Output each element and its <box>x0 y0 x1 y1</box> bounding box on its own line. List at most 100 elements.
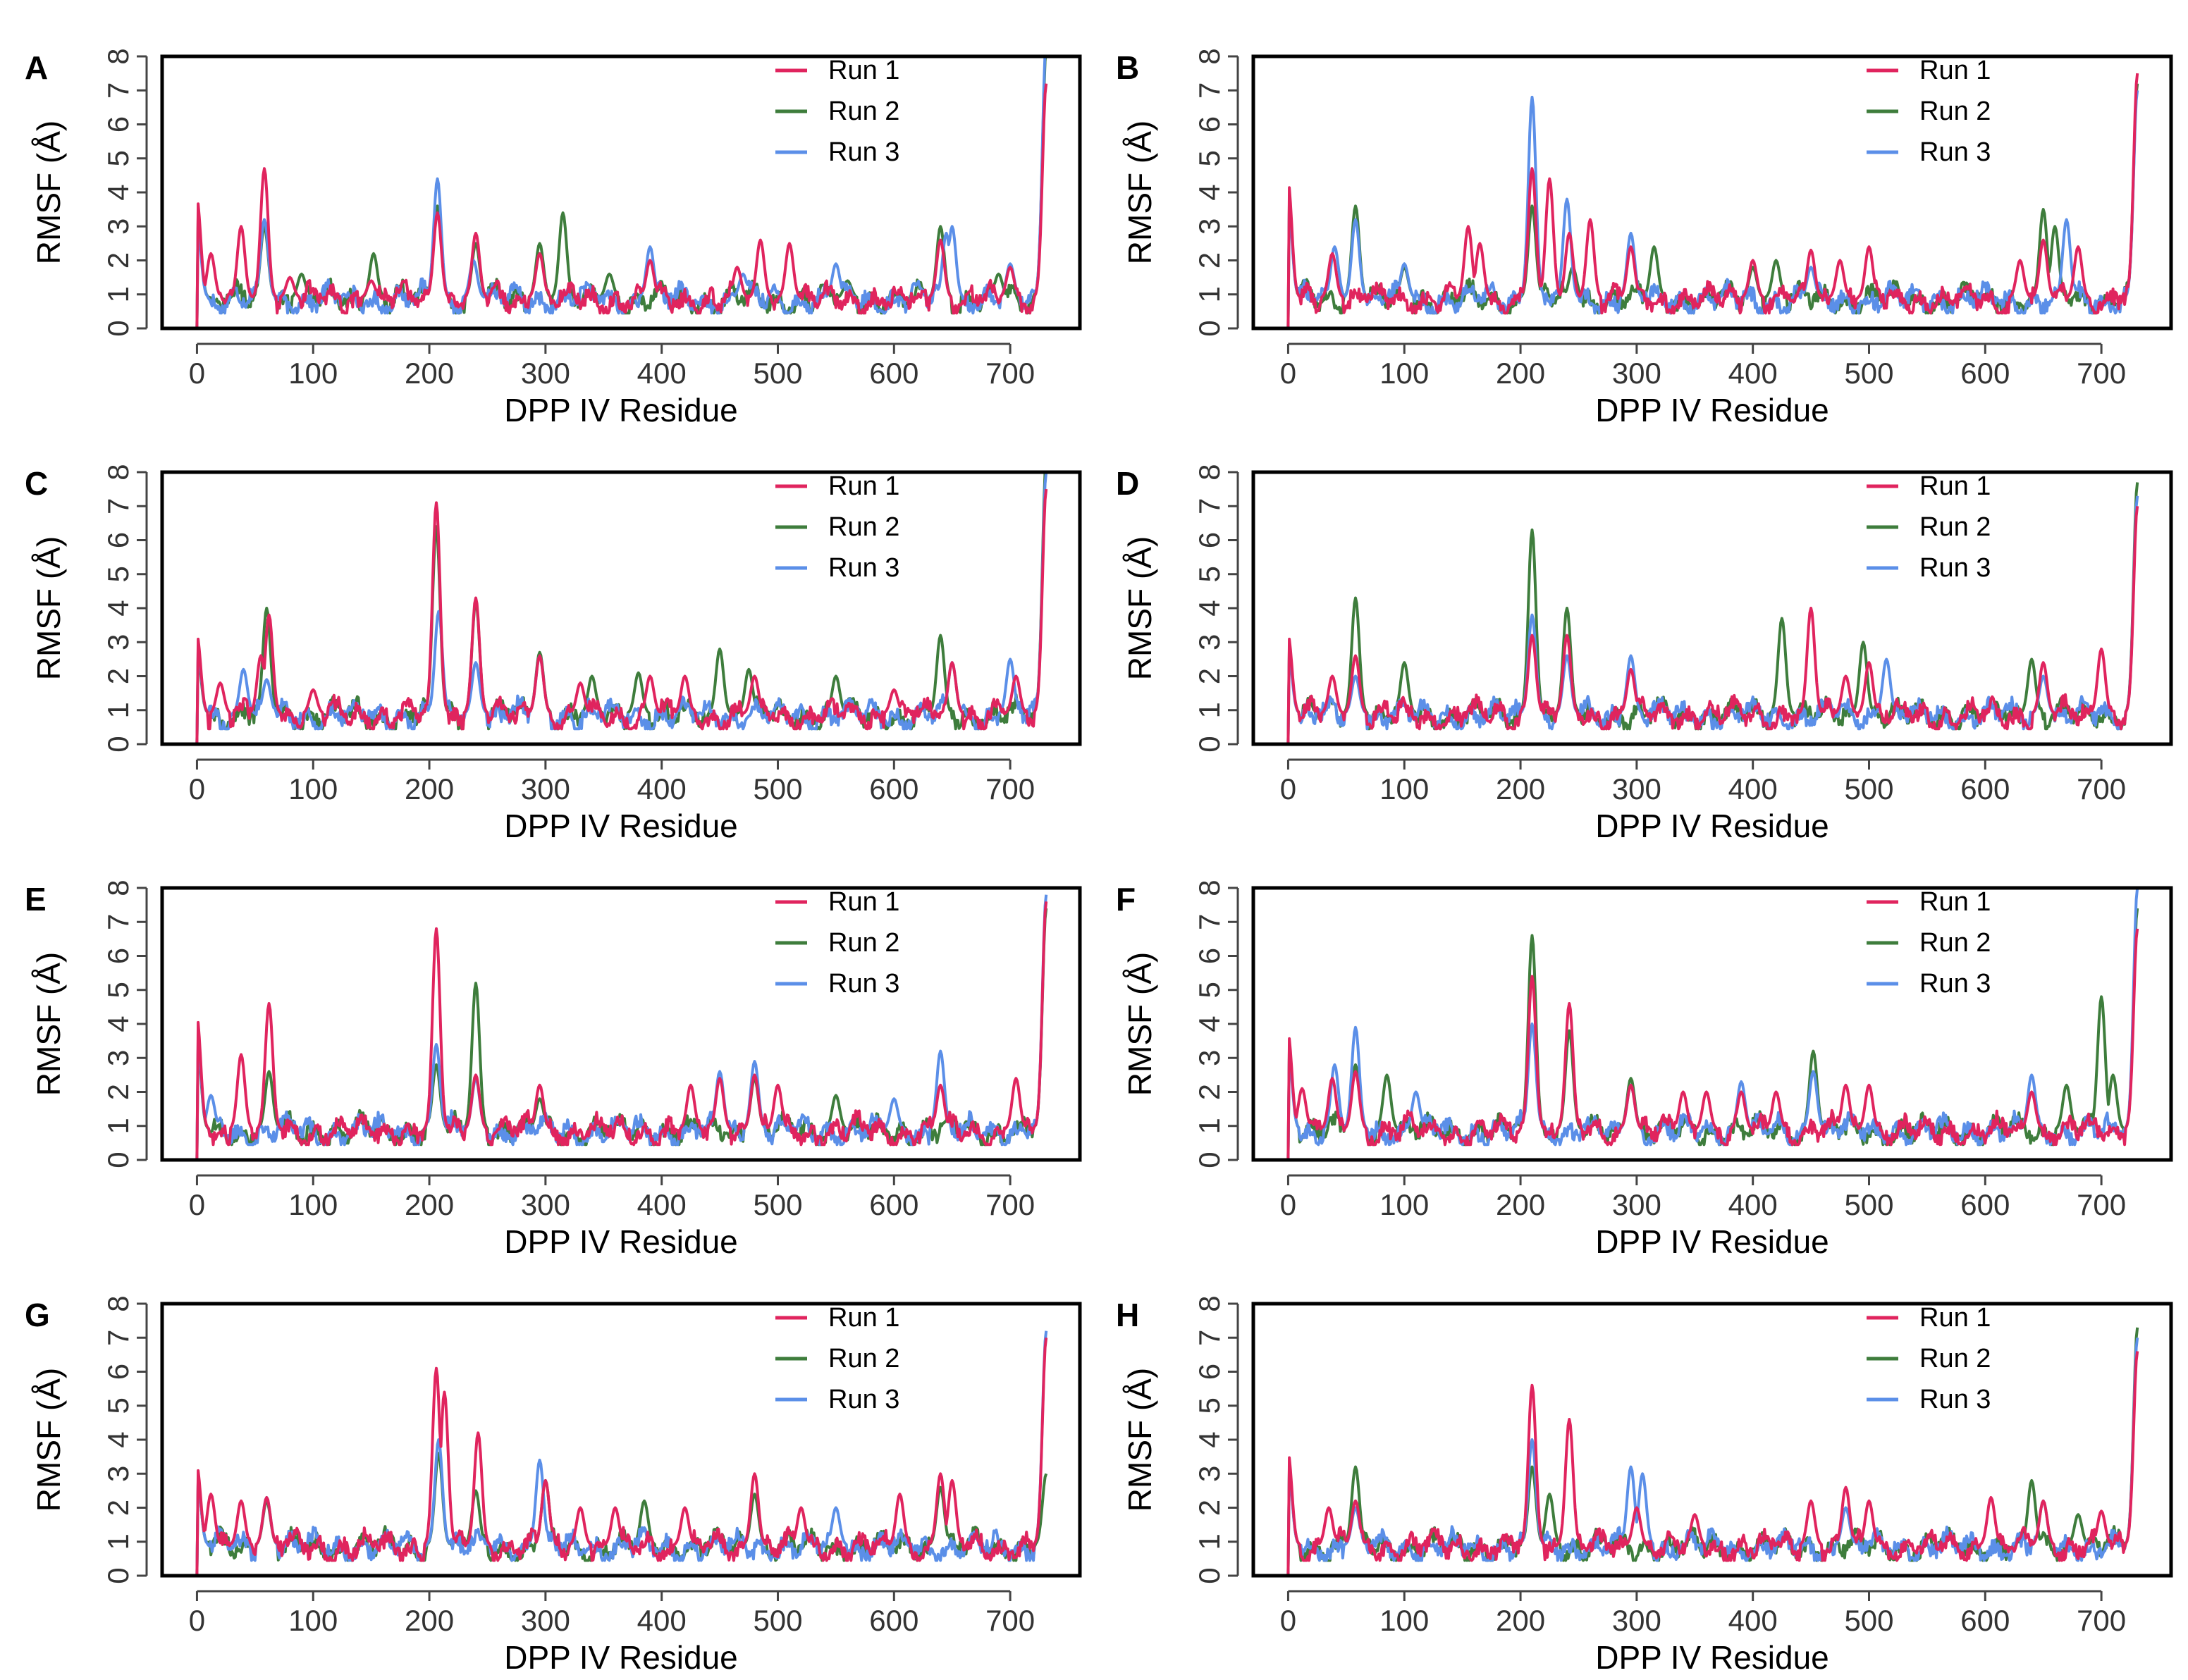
x-tick-label: 100 <box>288 1188 338 1221</box>
legend-label-run-2: Run 2 <box>1919 97 1991 126</box>
y-tick-label: 2 <box>1193 1500 1226 1516</box>
y-tick-label: 8 <box>1193 48 1226 64</box>
x-tick-label: 100 <box>1379 1604 1429 1637</box>
x-tick-label: 500 <box>753 772 802 805</box>
y-tick-label: 2 <box>102 668 135 684</box>
y-tick-label: 6 <box>102 532 135 548</box>
legend-label-run-3: Run 3 <box>1919 969 1991 999</box>
x-tick-label: 0 <box>189 1604 205 1637</box>
x-tick-label: 200 <box>405 357 454 390</box>
y-tick-label: 1 <box>102 1118 135 1134</box>
legend: Run 1 Run 2 Run 3 <box>775 887 899 999</box>
y-axis-title: RMSF (Å) <box>30 121 67 264</box>
panel-letter: D <box>1116 465 1139 502</box>
panel-H: H 0 1 2 3 4 5 6 7 8 RMSF (Å) 0 100 200 300 400 500 600 700… <box>1116 1295 2173 1676</box>
panel-F: F 0 1 2 3 4 5 6 7 8 RMSF (Å) 0 100 200 300 400 500 600 700… <box>1116 879 2173 1260</box>
legend-label-run-1: Run 1 <box>828 471 899 501</box>
x-tick-label: 300 <box>1612 772 1661 805</box>
y-tick-label: 3 <box>1193 634 1226 650</box>
y-tick-label: 4 <box>1193 1431 1226 1447</box>
x-tick-label: 700 <box>2077 357 2126 390</box>
x-tick-label: 600 <box>869 357 918 390</box>
x-tick-label: 500 <box>1844 357 1893 390</box>
y-axis-title: RMSF (Å) <box>1121 121 1158 264</box>
x-tick-label: 500 <box>753 1188 802 1221</box>
y-tick-label: 4 <box>102 600 135 616</box>
x-tick-label: 100 <box>288 772 338 805</box>
y-axis-title: RMSF (Å) <box>30 952 67 1096</box>
x-axis-title: DPP IV Residue <box>1595 392 1829 428</box>
legend: Run 1 Run 2 Run 3 <box>1867 56 1991 167</box>
plot-frame <box>160 1302 1082 1578</box>
y-tick-label: 6 <box>102 116 135 132</box>
y-tick-label: 3 <box>102 218 135 235</box>
x-tick-label: 300 <box>521 1604 570 1637</box>
series-lines <box>195 56 1048 327</box>
y-tick-label: 8 <box>102 879 135 896</box>
legend: Run 1 Run 2 Run 3 <box>1867 887 1991 999</box>
y-tick-label: 1 <box>1193 286 1226 302</box>
y-tick-label: 8 <box>1193 879 1226 896</box>
plot-frame <box>160 54 1082 331</box>
x-axis: 0 100 200 300 400 500 600 700 DPP IV Residue <box>1280 758 2126 844</box>
y-tick-label: 8 <box>1193 1295 1226 1311</box>
y-tick-label: 1 <box>1193 702 1226 718</box>
panel-letter: G <box>25 1297 50 1333</box>
x-tick-label: 0 <box>1280 1188 1296 1221</box>
y-tick-label: 6 <box>1193 948 1226 964</box>
x-tick-label: 0 <box>1280 357 1296 390</box>
y-tick-label: 4 <box>1193 1015 1226 1032</box>
panel-B: B 0 1 2 3 4 5 6 7 8 RMSF (Å) 0 100 200 300 400 500 600 700… <box>1116 48 2173 428</box>
y-tick-label: 5 <box>102 1397 135 1414</box>
legend-label-run-3: Run 3 <box>828 1385 899 1414</box>
legend-label-run-3: Run 3 <box>828 553 899 583</box>
y-tick-label: 4 <box>102 184 135 200</box>
y-tick-label: 5 <box>102 150 135 166</box>
x-tick-label: 200 <box>405 772 454 805</box>
x-tick-label: 200 <box>1496 1604 1545 1637</box>
x-tick-label: 600 <box>869 772 918 805</box>
y-axis: 0 1 2 3 4 5 6 7 8 RMSF (Å) <box>30 48 148 337</box>
y-axis-title: RMSF (Å) <box>1121 536 1158 680</box>
x-tick-label: 200 <box>1496 357 1545 390</box>
x-tick-label: 300 <box>1612 1188 1661 1221</box>
series-line-run-3 <box>1286 90 2139 327</box>
x-tick-label: 500 <box>1844 772 1893 805</box>
y-tick-label: 3 <box>102 634 135 650</box>
y-axis: 0 1 2 3 4 5 6 7 8 RMSF (Å) <box>1121 48 1239 337</box>
x-tick-label: 400 <box>637 1604 687 1637</box>
y-tick-label: 5 <box>1193 566 1226 582</box>
y-tick-label: 2 <box>1193 252 1226 268</box>
panel-letter: A <box>25 49 48 86</box>
x-axis: 0 100 200 300 400 500 600 700 DPP IV Residue <box>189 1590 1035 1676</box>
x-tick-label: 0 <box>1280 1604 1296 1637</box>
x-axis-title: DPP IV Residue <box>1595 1223 1829 1260</box>
x-tick-label: 300 <box>521 1188 570 1221</box>
plot-frame <box>1251 886 2173 1162</box>
y-axis: 0 1 2 3 4 5 6 7 8 RMSF (Å) <box>30 879 148 1168</box>
y-tick-label: 5 <box>102 982 135 998</box>
panel-E: E 0 1 2 3 4 5 6 7 8 RMSF (Å) 0 100 200 300 400 500 600 700… <box>25 879 1082 1260</box>
y-axis-title: RMSF (Å) <box>1121 1368 1158 1512</box>
x-tick-label: 600 <box>1960 1188 2010 1221</box>
series-line-run-1 <box>1286 506 2139 743</box>
y-tick-label: 7 <box>1193 1330 1226 1346</box>
x-tick-label: 700 <box>985 1604 1035 1637</box>
legend-label-run-1: Run 1 <box>1919 56 1991 85</box>
y-tick-label: 0 <box>102 736 135 752</box>
x-axis: 0 100 200 300 400 500 600 700 DPP IV Residue <box>189 758 1035 844</box>
x-tick-label: 100 <box>1379 357 1429 390</box>
y-axis-title: RMSF (Å) <box>1121 952 1158 1096</box>
x-axis: 0 100 200 300 400 500 600 700 DPP IV Residue <box>1280 1174 2126 1260</box>
legend-label-run-2: Run 2 <box>1919 1344 1991 1373</box>
series-line-run-3 <box>195 56 1047 327</box>
legend-label-run-1: Run 1 <box>1919 471 1991 501</box>
y-axis: 0 1 2 3 4 5 6 7 8 RMSF (Å) <box>1121 1295 1239 1584</box>
x-tick-label: 100 <box>1379 772 1429 805</box>
x-axis: 0 100 200 300 400 500 600 700 DPP IV Residue <box>1280 342 2126 428</box>
x-tick-label: 700 <box>985 772 1035 805</box>
plot-frame <box>1251 54 2173 331</box>
y-tick-label: 3 <box>1193 218 1226 235</box>
legend-label-run-3: Run 3 <box>1919 553 1991 583</box>
series-lines <box>1286 482 2139 743</box>
